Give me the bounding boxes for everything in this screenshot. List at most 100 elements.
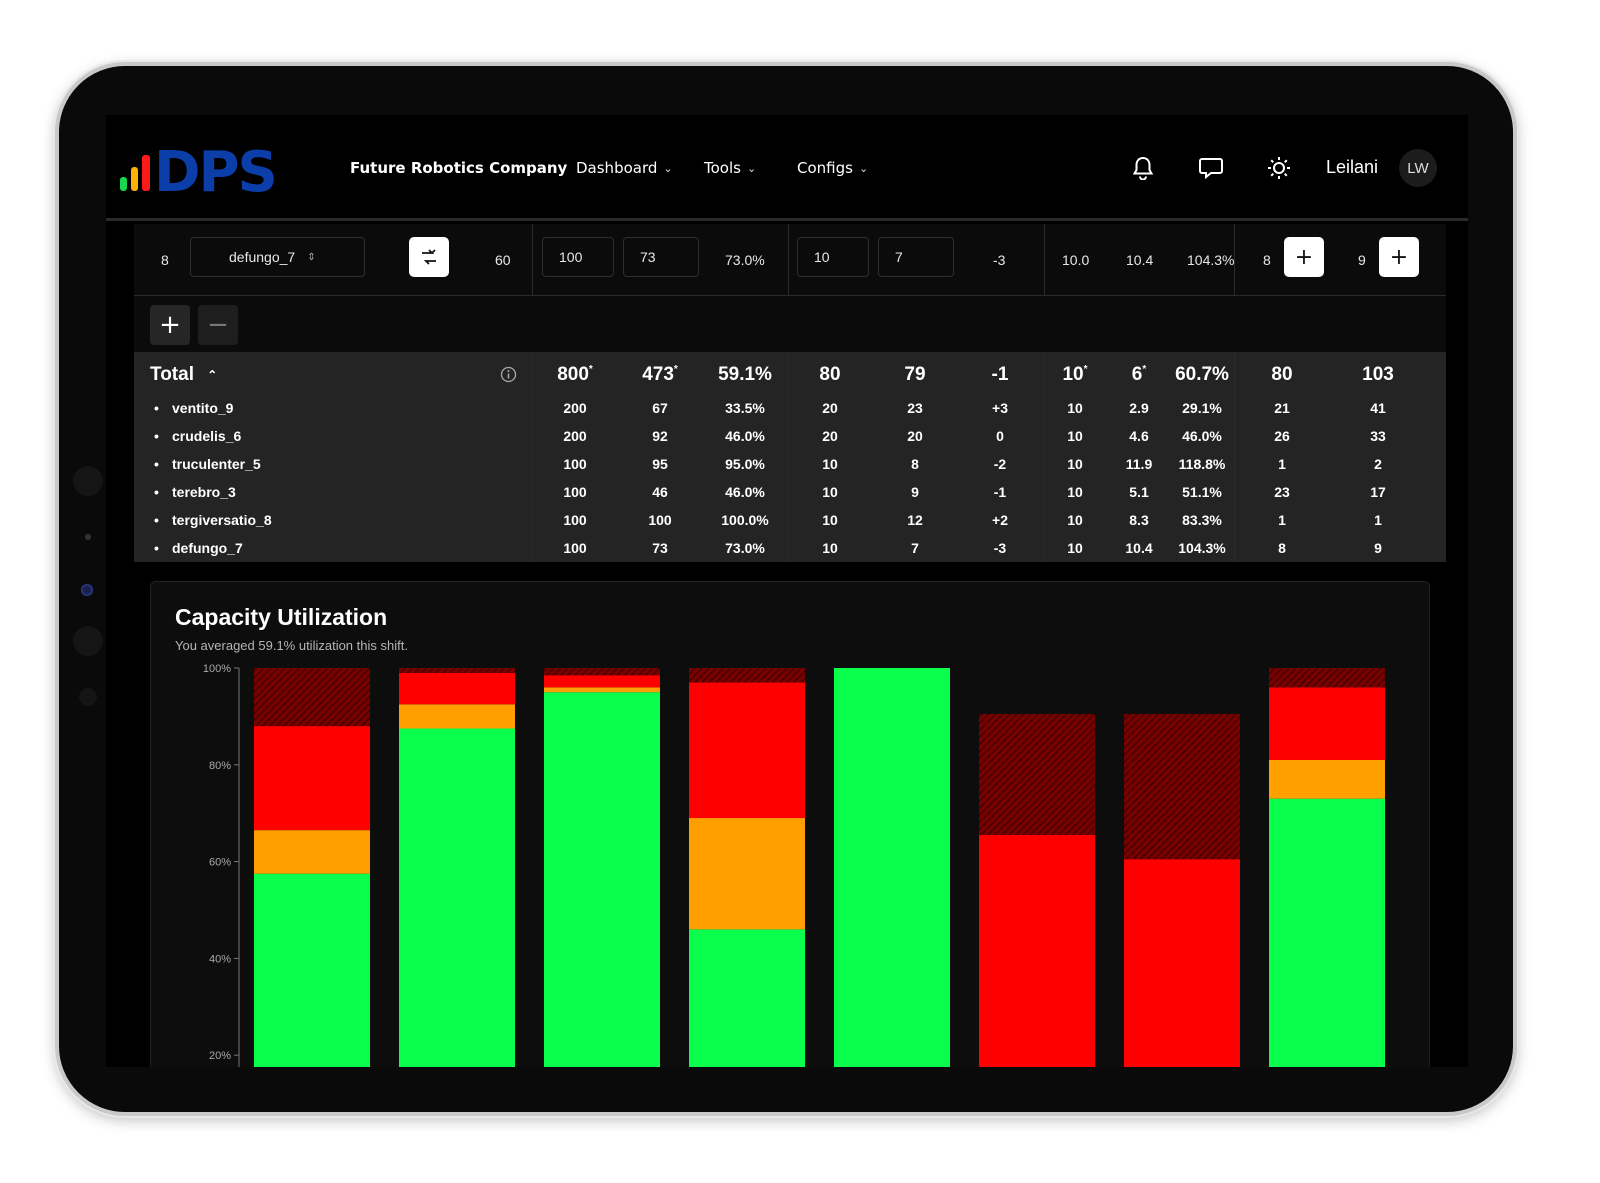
row-robot-name[interactable]: truculenter_5 — [154, 456, 261, 472]
nav-tools[interactable]: Tools ⌄ — [704, 159, 756, 177]
row-robot-name[interactable]: terebro_3 — [154, 484, 236, 500]
row-value: 10 — [822, 484, 838, 500]
bell-icon[interactable] — [1128, 153, 1158, 183]
row-value: 73.0% — [725, 540, 765, 556]
total-toggle[interactable]: Total ⌃ — [150, 364, 217, 386]
robots-table: 8 defungo_7 ⇕ 60 100 73 73.0% 10 7 -3 10… — [134, 224, 1446, 562]
row-robot-name[interactable]: crudelis_6 — [154, 428, 241, 444]
add-count-b-button[interactable]: + — [1379, 237, 1419, 277]
robot-select[interactable]: defungo_7 ⇕ — [190, 237, 365, 277]
column-divider — [1234, 352, 1235, 562]
row-value: 200 — [563, 428, 587, 444]
bar-segment-hatch — [399, 668, 515, 673]
row-value: 10.4 — [1125, 540, 1153, 556]
estimate-marker: * — [588, 364, 593, 375]
planned-value: 60 — [495, 252, 511, 268]
remove-row-button[interactable]: − — [198, 305, 238, 345]
sort-arrows-icon: ⇕ — [307, 251, 316, 263]
column-divider — [532, 352, 533, 562]
count-a: 8 — [1263, 252, 1271, 268]
y-tick-label: 60% — [209, 857, 231, 869]
row-value: 83.3% — [1182, 512, 1222, 528]
row-index: 8 — [161, 252, 169, 268]
plus-icon: + — [1389, 244, 1409, 270]
row-value: 104.3% — [1178, 540, 1226, 556]
avatar[interactable]: LW — [1399, 149, 1437, 187]
rate-target: 10.0 — [1062, 252, 1090, 268]
bar-segment-hatch — [1269, 668, 1385, 688]
row-robot-name[interactable]: defungo_7 — [154, 540, 243, 556]
bar-segment-hatch — [979, 713, 1095, 835]
row-value: 8.3 — [1129, 512, 1149, 528]
total-value: 80 — [819, 364, 841, 385]
bar-segment-red — [399, 672, 515, 705]
nav-configs-label: Configs — [797, 159, 853, 177]
actual-input[interactable]: 73 — [623, 237, 699, 277]
row-value: 11.9 — [1125, 456, 1153, 472]
row-value: 2 — [1374, 456, 1382, 472]
row-robot-name[interactable]: ventito_9 — [154, 400, 234, 416]
total-value: 103 — [1362, 364, 1394, 385]
row-value: 100 — [563, 540, 587, 556]
side-sensor — [79, 688, 97, 706]
row-value: 10 — [1067, 400, 1083, 416]
row-robot-name[interactable]: tergiversatio_8 — [154, 512, 272, 528]
hours-diff: -3 — [993, 252, 1006, 268]
y-tick-label: 100% — [203, 663, 231, 675]
column-divider — [788, 224, 789, 296]
row-value: +3 — [992, 400, 1008, 416]
row-value: 10 — [1067, 540, 1083, 556]
row-value: 9 — [911, 484, 919, 500]
row-value: 1 — [1278, 456, 1286, 472]
chat-icon[interactable] — [1196, 153, 1226, 183]
user-name[interactable]: Leilani — [1326, 157, 1379, 177]
minus-icon: − — [207, 310, 229, 340]
chart-title: Capacity Utilization — [175, 604, 388, 630]
row-value: 41 — [1370, 400, 1386, 416]
dps-logo[interactable]: DPS — [118, 145, 298, 193]
capacity-bar-chart: 20% 40% 60% 80% 100% — [203, 663, 1385, 1067]
bar-segment-orange — [689, 818, 805, 930]
chevron-down-icon: ⌄ — [746, 161, 757, 175]
bar-segment-red — [544, 675, 660, 688]
row-value: 23 — [907, 400, 923, 416]
row-value: 10 — [1067, 512, 1083, 528]
tablet-frame: DPS Future Robotics Company Dashboard ⌄ … — [55, 62, 1517, 1116]
swap-button[interactable] — [409, 237, 449, 277]
row-value: 100.0% — [721, 512, 769, 528]
total-value: 60.7% — [1175, 364, 1229, 385]
bar-segment-orange — [544, 687, 660, 693]
row-value: 33 — [1370, 428, 1386, 444]
camera-icon — [81, 584, 93, 596]
bar-segment-green — [689, 929, 805, 1067]
actual-hours-input[interactable]: 7 — [878, 237, 954, 277]
count-b: 9 — [1358, 252, 1366, 268]
nav-configs[interactable]: Configs ⌄ — [797, 159, 868, 177]
column-divider — [788, 352, 789, 562]
planned-hours-input[interactable]: 10 — [797, 237, 869, 277]
add-count-a-button[interactable]: + — [1284, 237, 1324, 277]
column-divider — [1044, 352, 1045, 562]
estimate-marker: * — [1083, 364, 1088, 375]
plus-icon: + — [1294, 244, 1314, 270]
info-icon[interactable] — [500, 366, 517, 387]
side-sensor — [73, 626, 103, 656]
robot-select-value: defungo_7 — [229, 249, 296, 265]
row-value: 17 — [1370, 484, 1386, 500]
rate-actual: 10.4 — [1126, 252, 1154, 268]
nav-tools-label: Tools — [704, 159, 741, 177]
total-value: -1 — [991, 364, 1009, 385]
row-value: 10 — [1067, 428, 1083, 444]
nav-dashboard[interactable]: Dashboard ⌄ — [576, 159, 673, 177]
sun-icon[interactable] — [1264, 153, 1294, 183]
totals-section: Total ⌃ 800* 473* 59.1% 80 79 -1 10* 6* 60.7% 80 1… — [134, 352, 1446, 562]
row-value: 118.8% — [1178, 456, 1226, 472]
bar-segment-red — [1124, 859, 1240, 1067]
bar-segment-green — [1269, 798, 1385, 1067]
add-row-button[interactable]: + — [150, 305, 190, 345]
nav-dashboard-label: Dashboard — [576, 159, 658, 177]
column-divider — [532, 224, 533, 296]
target-input[interactable]: 100 — [542, 237, 614, 277]
company-name[interactable]: Future Robotics Company — [350, 159, 568, 177]
estimate-marker: * — [1142, 364, 1147, 375]
